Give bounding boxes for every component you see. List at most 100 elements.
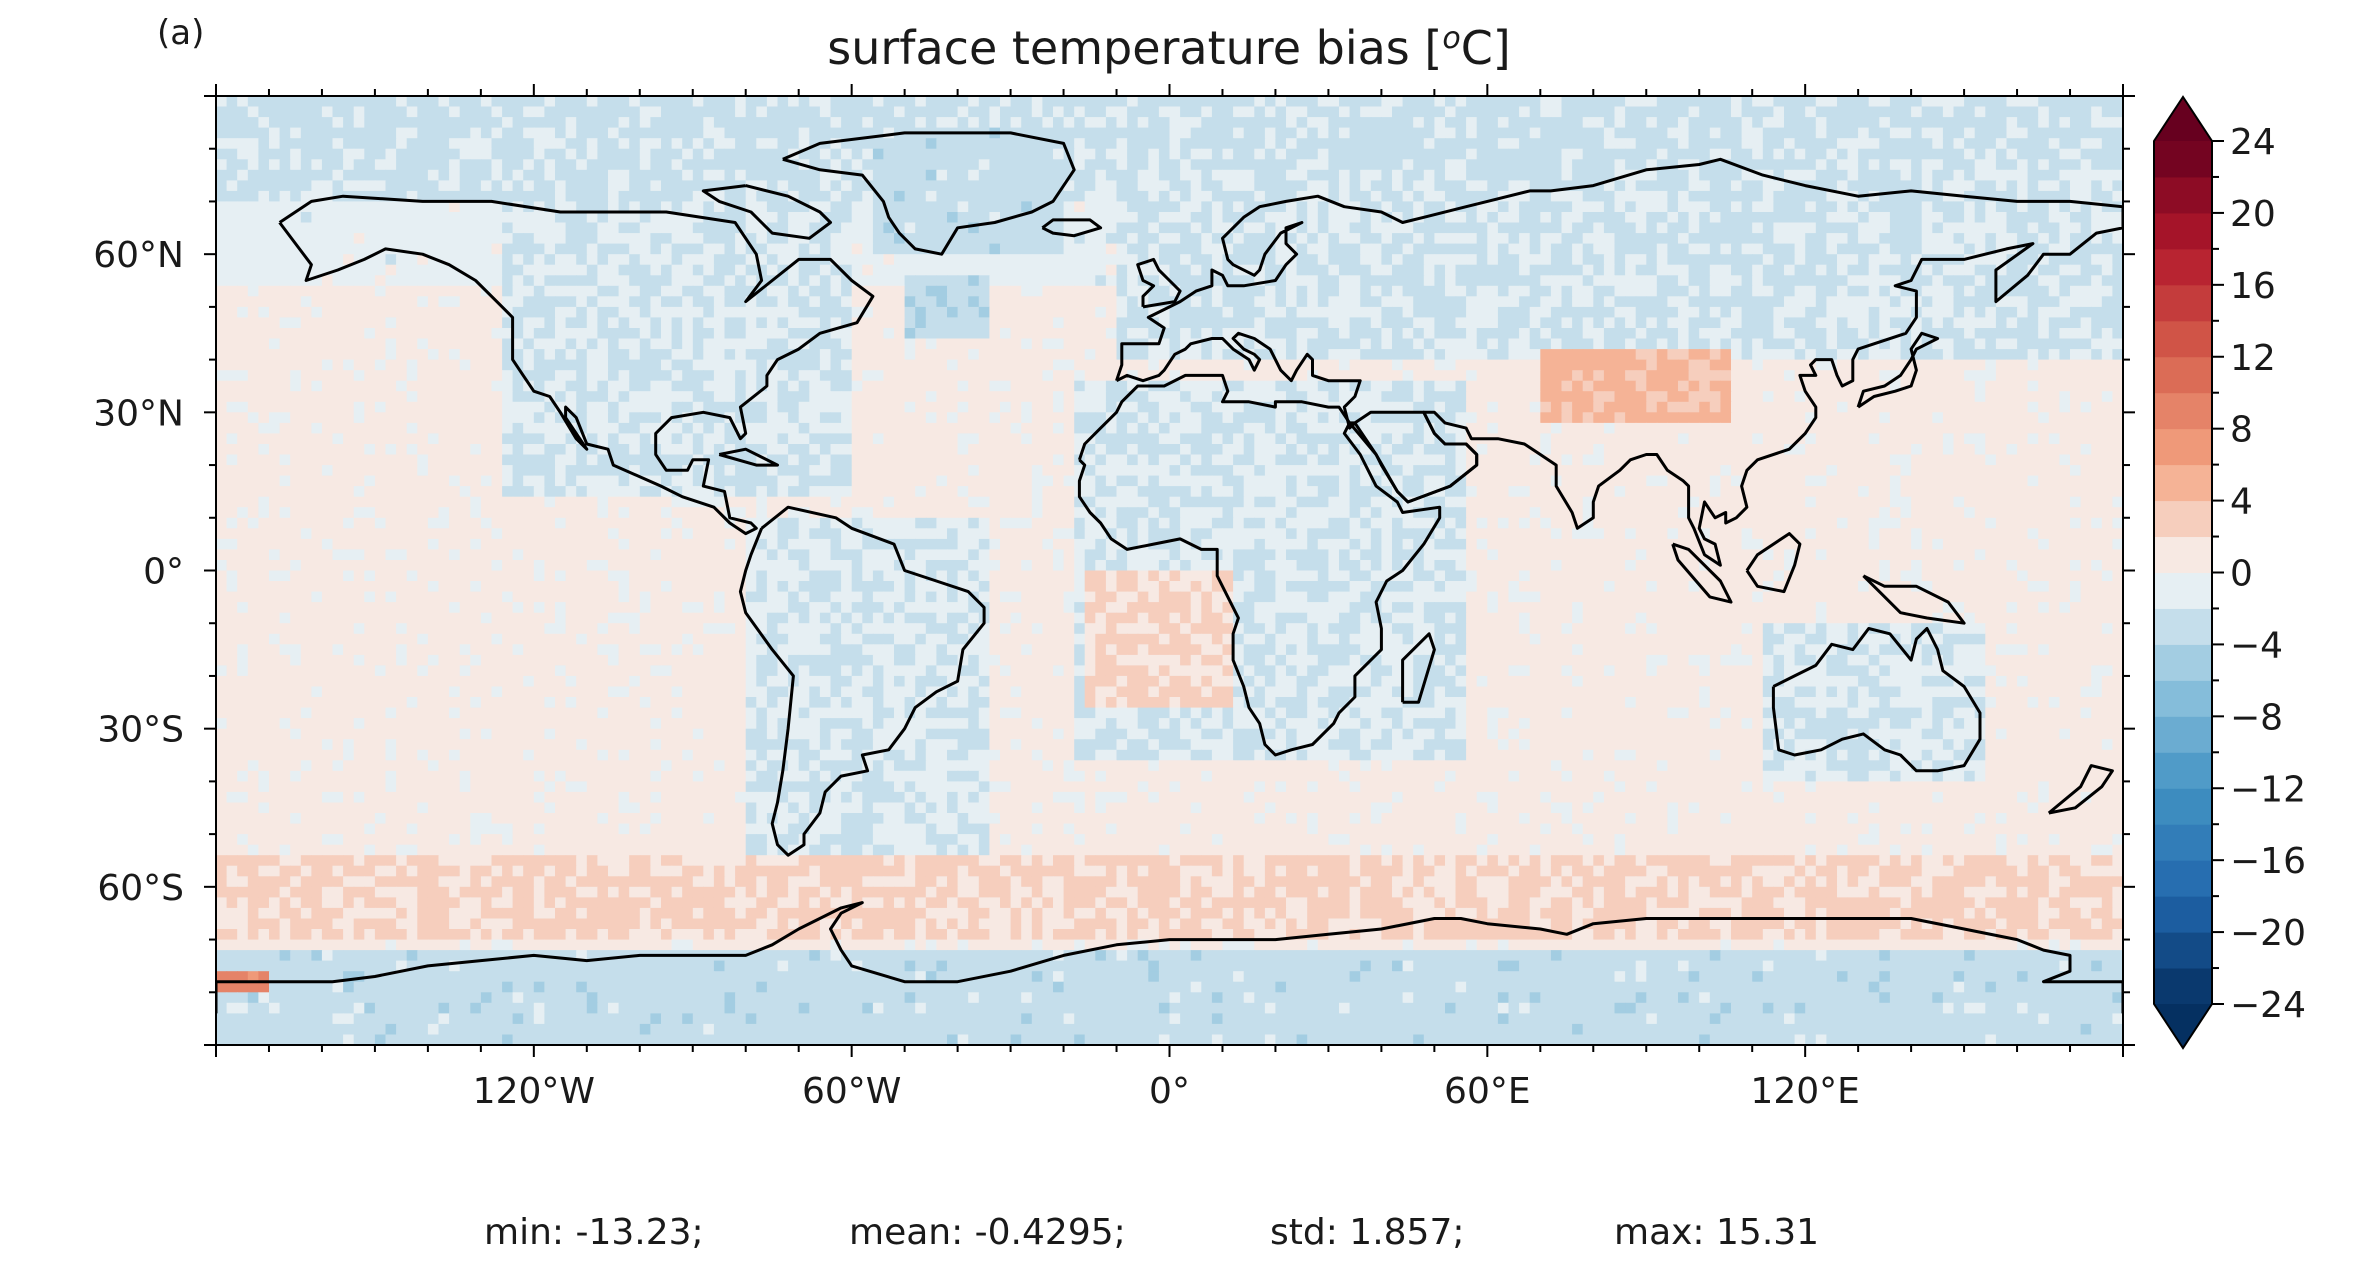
heatmap-cell xyxy=(417,275,429,287)
heatmap-cell xyxy=(1868,127,1880,139)
heatmap-cell xyxy=(1222,96,1234,108)
heatmap-cell xyxy=(417,380,429,392)
heatmap-cell xyxy=(957,328,969,340)
heatmap-cell xyxy=(1879,296,1891,308)
heatmap-cell xyxy=(1190,159,1202,171)
heatmap-cell xyxy=(406,296,418,308)
heatmap-cell xyxy=(629,117,641,129)
heatmap-cell xyxy=(862,359,874,371)
heatmap-cell xyxy=(713,370,726,382)
heatmap-cell xyxy=(1614,306,1626,318)
heatmap-cell xyxy=(1731,254,1743,266)
heatmap-cell xyxy=(1497,296,1510,308)
heatmap-cell xyxy=(533,117,545,129)
heatmap-cell xyxy=(650,349,662,361)
heatmap-cell xyxy=(629,169,641,181)
heatmap-cell xyxy=(321,380,334,392)
heatmap-cell xyxy=(1709,359,1721,371)
heatmap-cell xyxy=(1000,380,1012,392)
heatmap-cell xyxy=(841,254,853,266)
heatmap-cell xyxy=(1233,180,1245,192)
heatmap-cell xyxy=(1328,169,1340,181)
heatmap-cell xyxy=(1296,233,1308,245)
heatmap-cell xyxy=(1858,222,1870,234)
heatmap-cell xyxy=(1095,349,1107,361)
heatmap-cell xyxy=(1858,359,1870,371)
heatmap-cell xyxy=(1423,317,1435,329)
heatmap-cell xyxy=(1529,328,1541,340)
heatmap-cell xyxy=(777,169,789,181)
heatmap-cell xyxy=(290,127,302,139)
heatmap-cell xyxy=(258,306,270,318)
heatmap-cell xyxy=(2070,317,2082,329)
heatmap-cell xyxy=(925,275,937,287)
heatmap-cell xyxy=(1328,328,1340,340)
heatmap-cell xyxy=(396,127,408,139)
heatmap-cell xyxy=(1773,96,1785,108)
heatmap-cell xyxy=(1392,148,1404,160)
heatmap-cell xyxy=(1190,106,1202,118)
heatmap-cell xyxy=(2112,106,2123,118)
heatmap-cell xyxy=(555,159,567,171)
heatmap-cell xyxy=(1053,117,1065,129)
heatmap-cell xyxy=(1508,349,1520,361)
heatmap-cell xyxy=(661,370,673,382)
heatmap-cell xyxy=(713,159,726,171)
heatmap-cell xyxy=(1540,190,1552,202)
heatmap-cell xyxy=(1000,275,1012,287)
heatmap-cell xyxy=(724,349,736,361)
heatmap-cell xyxy=(894,380,906,392)
heatmap-cell xyxy=(1529,138,1541,150)
heatmap-cell xyxy=(1550,117,1563,129)
heatmap-cell xyxy=(1264,254,1277,266)
heatmap-cell xyxy=(1656,222,1668,234)
heatmap-cell xyxy=(470,243,482,255)
heatmap-cell xyxy=(989,264,1001,276)
heatmap-cell xyxy=(1550,106,1563,118)
heatmap-cell xyxy=(1349,138,1361,150)
heatmap-cell xyxy=(1466,190,1478,202)
heatmap-cell xyxy=(1752,243,1764,255)
heatmap-cell xyxy=(1402,148,1414,160)
heatmap-cell xyxy=(512,317,524,329)
heatmap-cell xyxy=(1625,370,1637,382)
heatmap-cell xyxy=(1561,285,1573,297)
heatmap-cell xyxy=(417,159,429,171)
heatmap-cell xyxy=(1169,138,1181,150)
heatmap-cell xyxy=(1529,264,1541,276)
heatmap-cell xyxy=(1381,264,1393,276)
heatmap-cell xyxy=(332,317,344,329)
heatmap-cell xyxy=(968,349,980,361)
heatmap-cell xyxy=(713,328,726,340)
heatmap-cell xyxy=(502,233,514,245)
heatmap-cell xyxy=(830,96,842,108)
heatmap-cell xyxy=(724,306,736,318)
heatmap-cell xyxy=(1805,148,1817,160)
heatmap-cell xyxy=(1116,159,1128,171)
heatmap-cell xyxy=(2017,370,2029,382)
heatmap-cell xyxy=(459,201,471,213)
heatmap-cell xyxy=(1667,222,1679,234)
heatmap-cell xyxy=(1190,359,1202,371)
heatmap-cell xyxy=(1445,349,1457,361)
heatmap-cell xyxy=(1921,148,1933,160)
heatmap-cell xyxy=(2070,127,2082,139)
heatmap-cell xyxy=(1868,254,1880,266)
heatmap-cell xyxy=(1031,169,1043,181)
heatmap-cell xyxy=(290,264,302,276)
heatmap-cell xyxy=(1296,106,1308,118)
heatmap-cell xyxy=(1953,127,1965,139)
heatmap-cell xyxy=(1105,264,1118,276)
heatmap-cell xyxy=(883,233,895,245)
heatmap-cell xyxy=(290,96,302,108)
heatmap-cell xyxy=(226,306,238,318)
heatmap-cell xyxy=(1148,222,1160,234)
heatmap-cell xyxy=(258,233,270,245)
heatmap-cell xyxy=(1995,222,2008,234)
heatmap-cell xyxy=(2101,264,2113,276)
heatmap-cell xyxy=(247,117,259,129)
heatmap-cell xyxy=(618,233,630,245)
heatmap-cell xyxy=(449,96,461,108)
heatmap-cell xyxy=(809,317,821,329)
heatmap-cell xyxy=(459,338,471,350)
